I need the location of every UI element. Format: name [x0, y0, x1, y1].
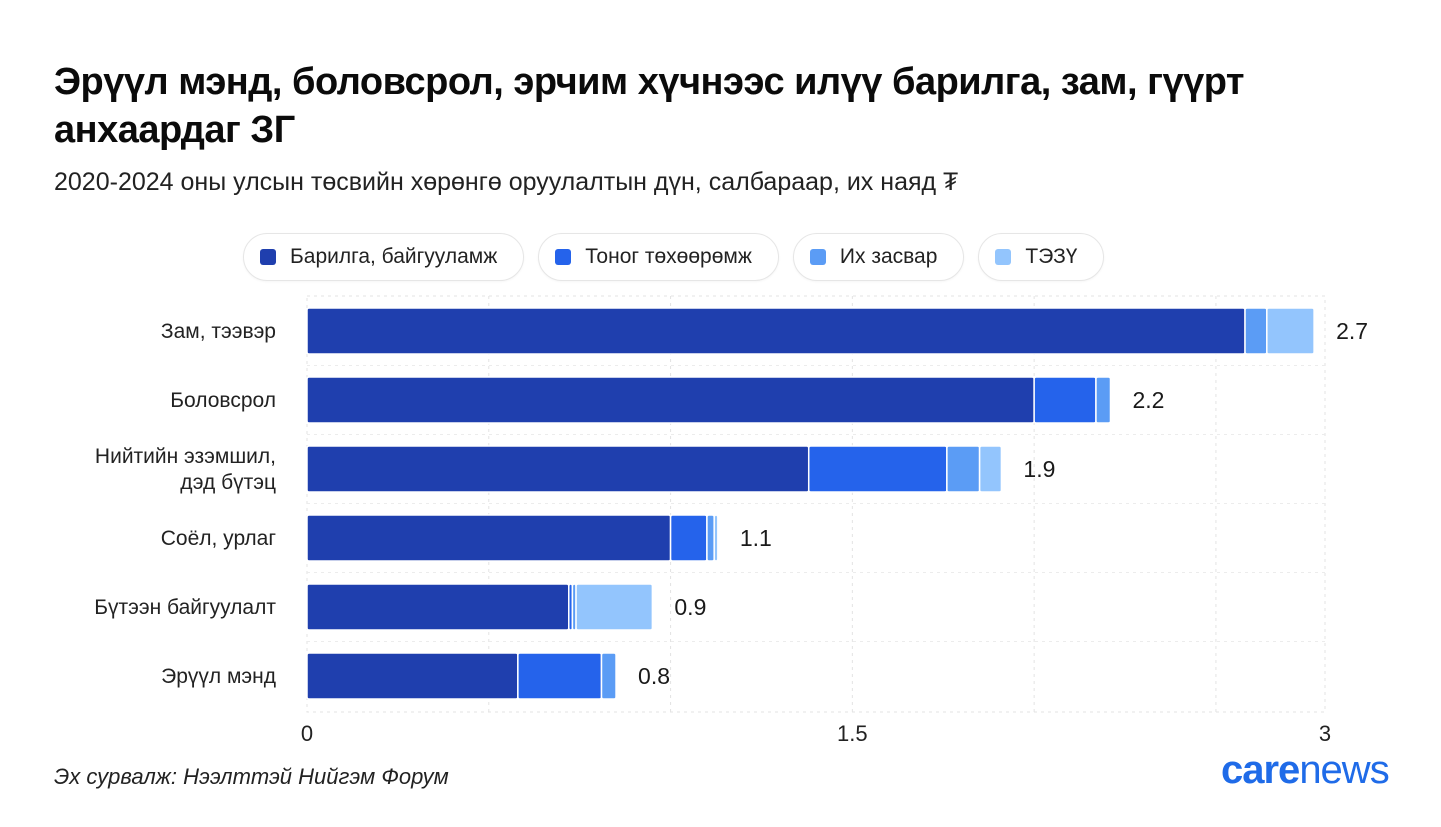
logo-care-text: care [1221, 748, 1300, 792]
bar-3-series-0 [306, 514, 672, 562]
legend-swatch-feasibility [995, 249, 1012, 265]
category-label-2-line-1: дэд бүтэц [180, 471, 276, 494]
bar-5-series-0 [306, 652, 519, 700]
x-tick-label-0: 0 [301, 721, 313, 746]
bar-0-series-2 [1244, 307, 1268, 355]
bar-1-series-0 [306, 376, 1035, 424]
bar-4-series-0 [306, 583, 570, 631]
bar-5-series-1 [517, 652, 603, 700]
source-note: Эх сурвалж: Нээлттэй Нийгэм Форум [54, 764, 449, 789]
legend-item-major-repair[interactable]: Их засвар [792, 233, 965, 281]
total-label-3: 1.1 [740, 525, 772, 551]
x-tick-label-2: 3 [1319, 721, 1331, 746]
bar-2-series-3 [978, 445, 1003, 493]
category-label-1: Боловсрол [170, 389, 276, 412]
legend-label-major-repair: Их засвар [839, 245, 938, 268]
category-label-2-line-0: Нийтийн эзэмшил, [95, 445, 276, 468]
total-label-2: 1.9 [1023, 456, 1055, 482]
total-label-0: 2.7 [1336, 318, 1368, 344]
bar-3-series-3 [713, 514, 719, 562]
chart-title: Эрүүл мэнд, боловсрол, эрчим хүчнээс илү… [54, 61, 1245, 151]
x-tick-label-1: 1.5 [837, 721, 868, 746]
bar-0-series-0 [306, 307, 1246, 355]
legend-label-feasibility: ТЭЗҮ [1025, 245, 1078, 268]
category-label-3: Соёл, урлаг [161, 527, 277, 550]
legend-item-construction[interactable]: Барилга, байгууламж [243, 233, 525, 281]
category-label-5: Эрүүл мэнд [161, 665, 276, 688]
bar-2-series-2 [946, 445, 981, 493]
legend: Барилга, байгууламж Тоног төхөөрөмж Их з… [243, 233, 1105, 281]
bar-5-series-2 [600, 652, 617, 700]
total-label-5: 0.8 [638, 663, 670, 689]
bar-2-series-0 [306, 445, 810, 493]
legend-item-feasibility[interactable]: ТЭЗҮ [978, 233, 1105, 281]
total-label-4: 0.9 [674, 594, 706, 620]
carenews-logo: carenews [1221, 748, 1390, 793]
chart-subtitle: 2020-2024 оны улсын төсвийн хөрөнгө оруу… [54, 168, 959, 196]
bar-2-series-1 [807, 445, 948, 493]
legend-swatch-construction [260, 249, 276, 265]
legend-swatch-equipment [555, 249, 572, 265]
bar-1-series-2 [1095, 376, 1112, 424]
category-label-4: Бүтээн байгуулалт [94, 596, 276, 619]
bar-1-series-1 [1033, 376, 1097, 424]
bar-3-series-2 [706, 514, 715, 562]
legend-item-equipment[interactable]: Тоног төхөөрөмж [538, 233, 779, 281]
total-label-1: 2.2 [1132, 387, 1164, 413]
category-label-0: Зам, тээвэр [161, 320, 276, 343]
plot-frame [306, 295, 1326, 713]
legend-label-equipment: Тоног төхөөрөмж [585, 245, 752, 268]
logo-news-text: news [1299, 748, 1389, 792]
legend-swatch-major-repair [809, 249, 826, 265]
legend-label-construction: Барилга, байгууламж [290, 245, 498, 268]
bar-4-series-3 [575, 583, 654, 631]
bar-3-series-1 [669, 514, 708, 562]
bar-0-series-3 [1266, 307, 1315, 355]
